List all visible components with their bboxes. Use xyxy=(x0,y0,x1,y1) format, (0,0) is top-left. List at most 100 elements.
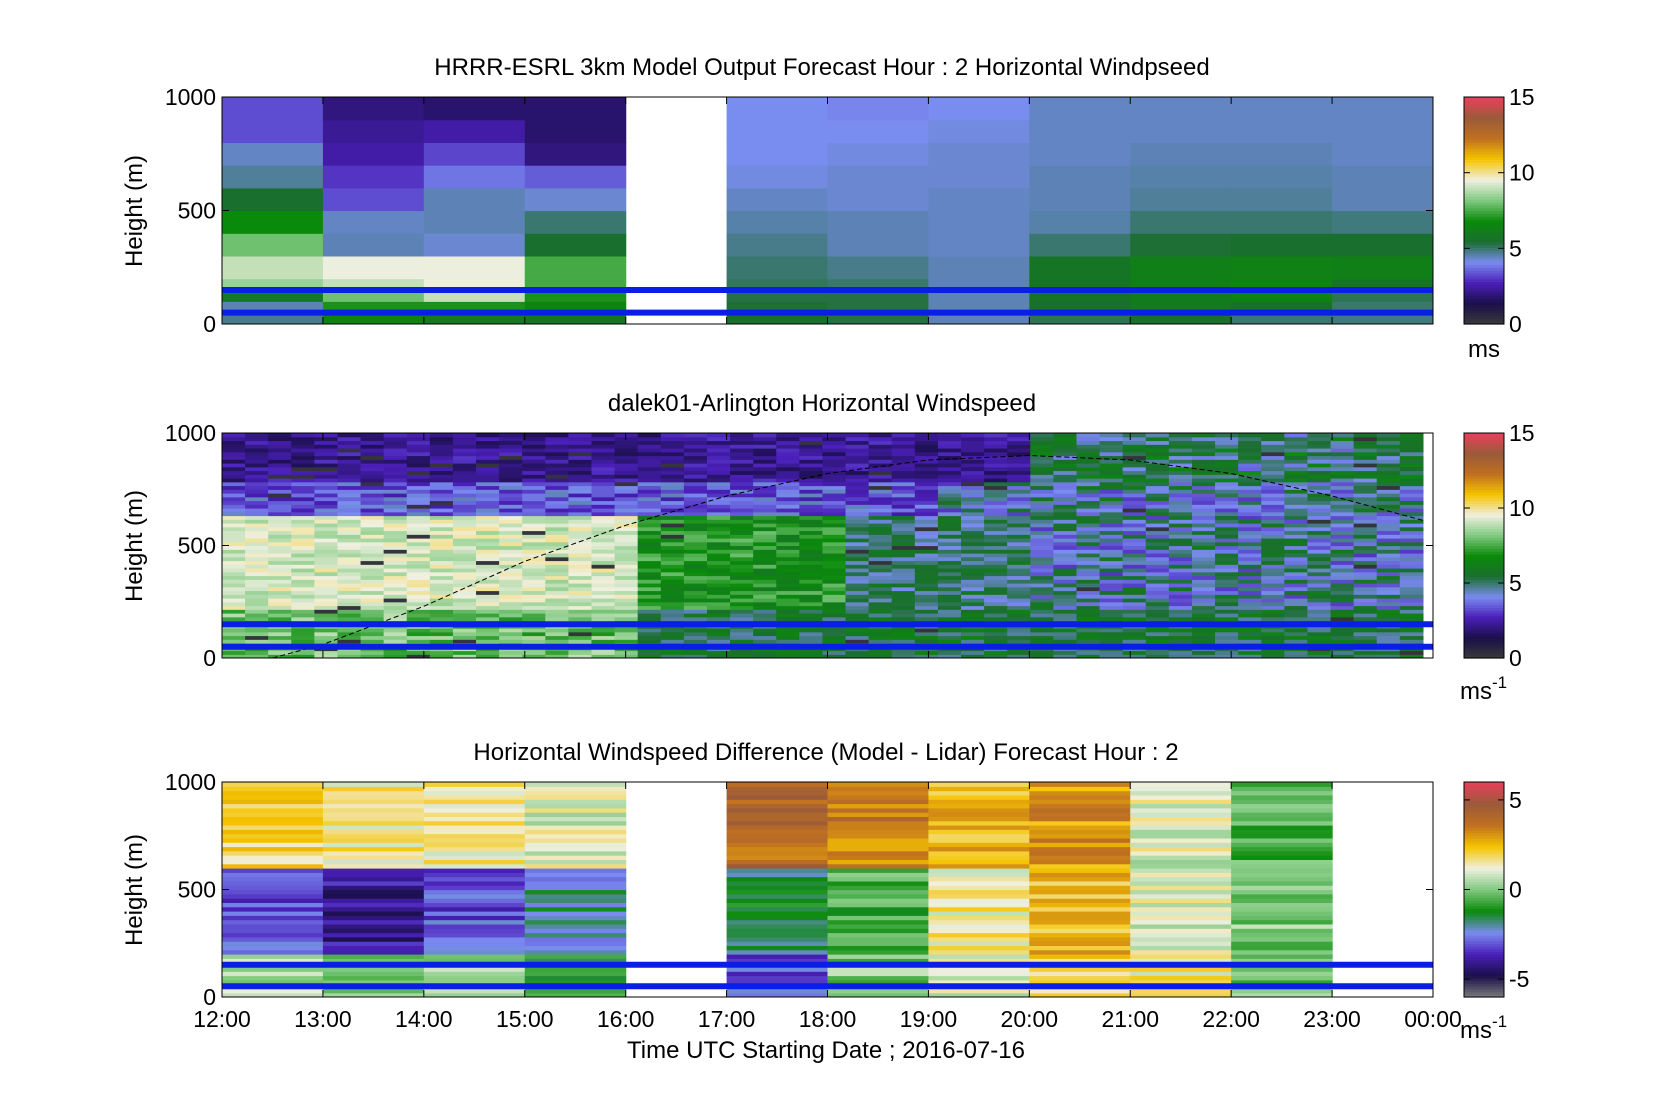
lidar-cell xyxy=(1353,605,1378,610)
lidar-cell xyxy=(891,489,916,494)
diff-cell xyxy=(322,889,425,895)
lidar-cell xyxy=(1330,568,1355,573)
lidar-cell xyxy=(1030,545,1054,550)
lidar-cell xyxy=(1053,568,1078,573)
lidar-cell xyxy=(452,478,477,483)
lidar-cell xyxy=(868,635,893,640)
lidar-cell xyxy=(984,530,1008,535)
diff-cell xyxy=(423,859,526,865)
lidar-cell xyxy=(337,523,362,528)
diff-cell xyxy=(1130,971,1232,977)
lidar-cell xyxy=(730,631,754,637)
lidar-cell xyxy=(868,493,893,498)
lidar-cell xyxy=(429,579,454,584)
lidar-cell xyxy=(1007,481,1031,487)
lidar-cell xyxy=(822,605,847,610)
lidar-cell xyxy=(1399,504,1424,509)
lidar-cell xyxy=(1191,455,1216,460)
lidar-cell xyxy=(660,650,685,655)
lidar-cell xyxy=(1284,489,1309,494)
lidar-cell xyxy=(614,609,639,614)
lidar-cell xyxy=(452,575,477,580)
lidar-cell xyxy=(429,598,454,603)
diff-cell xyxy=(1029,966,1131,972)
model-cell xyxy=(222,289,324,302)
lidar-cell xyxy=(245,515,269,520)
diff-cell xyxy=(524,863,627,869)
lidar-cell xyxy=(1099,590,1124,595)
lidar-cell xyxy=(1261,459,1285,464)
diff-cell xyxy=(524,949,627,955)
diff-cell xyxy=(928,872,1030,878)
lidar-cell xyxy=(383,436,408,442)
lidar-cell xyxy=(1238,459,1262,464)
lidar-cell xyxy=(591,485,616,490)
lidar-cell xyxy=(1076,538,1101,543)
lidar-cell xyxy=(706,553,731,558)
lidar-cell xyxy=(1145,485,1170,490)
lidar-cell xyxy=(822,583,847,588)
lidar-cell xyxy=(245,601,269,607)
lidar-cell xyxy=(868,519,893,524)
diff-cell xyxy=(928,855,1030,860)
lidar-cell xyxy=(1145,583,1170,588)
lidar-cell xyxy=(937,466,962,472)
lidar-cell xyxy=(568,493,593,498)
lidar-cell xyxy=(545,448,570,453)
lidar-cell xyxy=(1261,489,1285,494)
lidar-cell xyxy=(1053,545,1078,550)
lidar-cell xyxy=(591,500,616,505)
lidar-cell xyxy=(1307,504,1332,509)
lidar-cell xyxy=(568,474,593,479)
lidar-cell xyxy=(776,594,800,599)
lidar-cell xyxy=(1145,571,1170,577)
lidar-cell xyxy=(660,459,685,464)
lidar-cell xyxy=(314,519,339,524)
lidar-cell xyxy=(1215,538,1239,543)
diff-cell xyxy=(1130,893,1232,899)
colorbar-swatch xyxy=(1464,193,1504,197)
lidar-cell xyxy=(1168,568,1193,573)
lidar-cell xyxy=(1122,654,1147,658)
lidar-cell xyxy=(499,571,523,577)
diff-cell xyxy=(1231,846,1333,852)
lidar-cell xyxy=(291,549,315,554)
model-cell xyxy=(1332,301,1433,314)
lidar-cell xyxy=(637,609,662,614)
diff-cell xyxy=(524,876,627,882)
lidar-cell xyxy=(1122,628,1147,633)
lidar-cell xyxy=(406,470,431,475)
lidar-cell xyxy=(683,594,708,599)
lidar-cell xyxy=(822,515,847,520)
lidar-cell xyxy=(799,463,824,468)
diff-cell xyxy=(928,932,1030,938)
lidar-cell xyxy=(776,433,800,438)
lidar-cell xyxy=(568,538,593,543)
lidar-cell xyxy=(337,635,362,640)
lidar-cell xyxy=(429,560,454,565)
lidar-cell xyxy=(1330,594,1355,599)
lidar-cell xyxy=(1168,519,1193,524)
lidar-cell xyxy=(706,613,731,618)
lidar-cell xyxy=(222,459,246,464)
lidar-cell xyxy=(868,511,893,517)
lidar-cell xyxy=(452,553,477,558)
lidar-cell xyxy=(1122,575,1147,580)
lidar-cell xyxy=(499,500,523,505)
lidar-cell xyxy=(845,616,870,622)
diff-cell xyxy=(1130,949,1232,955)
lidar-cell xyxy=(268,485,292,490)
model-cell xyxy=(726,233,829,257)
lidar-cell xyxy=(984,560,1008,565)
lidar-cell xyxy=(1238,481,1262,487)
lidar-cell xyxy=(799,433,824,438)
lidar-cell xyxy=(1399,650,1424,655)
colorbar-swatch xyxy=(1464,956,1504,960)
diff-cell xyxy=(423,945,526,951)
lidar-cell xyxy=(1099,511,1124,517)
lidar-cell xyxy=(522,455,546,460)
lidar-cell xyxy=(383,628,408,633)
model-cell xyxy=(827,289,930,302)
lidar-cell xyxy=(1261,560,1285,565)
diff-cell xyxy=(827,975,930,981)
